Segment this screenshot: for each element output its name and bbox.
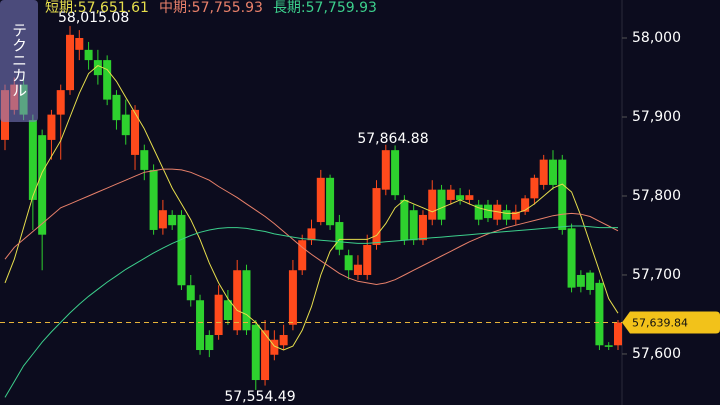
legend-entry: 長期:57,759.93 bbox=[273, 0, 377, 16]
technical-button-label[interactable]: テクニカル bbox=[10, 23, 28, 98]
candle-body bbox=[56, 90, 65, 115]
candle-body bbox=[158, 210, 167, 229]
price-annotation: 58,015.08 bbox=[58, 10, 129, 26]
candle-body bbox=[344, 255, 353, 271]
candle-body bbox=[279, 335, 288, 346]
current-price-tag bbox=[622, 311, 720, 334]
candle-body bbox=[539, 159, 548, 185]
candle-body bbox=[131, 109, 140, 155]
candle-body bbox=[576, 274, 585, 287]
candle-body bbox=[586, 272, 595, 290]
candle-body bbox=[567, 228, 576, 288]
legend-entry: 中期:57,755.93 bbox=[159, 0, 263, 16]
candle-body bbox=[223, 300, 232, 321]
candle-body bbox=[288, 270, 297, 325]
candle-body bbox=[353, 264, 362, 275]
candle-body bbox=[112, 94, 121, 121]
ma-line bbox=[4, 225, 618, 398]
candle-body bbox=[186, 285, 195, 301]
candle-body bbox=[530, 177, 539, 199]
candle-body bbox=[558, 159, 567, 230]
candle-body bbox=[428, 189, 437, 220]
candle-body bbox=[511, 211, 520, 220]
y-tick-label: 57,900 bbox=[632, 109, 681, 125]
candle-body bbox=[140, 150, 149, 170]
candle-body bbox=[84, 49, 93, 61]
technical-button[interactable]: テクニカル bbox=[0, 0, 38, 122]
candle-body bbox=[595, 282, 604, 346]
candle-body bbox=[168, 214, 177, 226]
y-tick-label: 57,800 bbox=[632, 188, 681, 204]
candle-body bbox=[335, 222, 344, 250]
ma-line bbox=[4, 168, 619, 286]
y-tick-label: 58,000 bbox=[632, 30, 681, 46]
candle-body bbox=[400, 199, 409, 241]
candle-body bbox=[418, 214, 427, 241]
candle-body bbox=[483, 204, 492, 219]
candle-body bbox=[521, 198, 530, 212]
y-tick-label: 57,700 bbox=[632, 267, 681, 283]
candle-body bbox=[372, 188, 381, 245]
candle-body bbox=[66, 34, 75, 91]
current-price-label: 57,639.84 bbox=[632, 316, 688, 329]
candle-body bbox=[391, 150, 400, 196]
candle-body bbox=[261, 330, 270, 381]
candle-body bbox=[381, 150, 390, 190]
candle-body bbox=[437, 189, 446, 220]
candle-body bbox=[502, 210, 511, 220]
candle-body bbox=[270, 339, 279, 355]
candle-body bbox=[446, 189, 455, 200]
technical-button-bg[interactable] bbox=[0, 0, 38, 122]
candle-body bbox=[75, 37, 84, 50]
candle-body bbox=[298, 240, 307, 271]
y-tick-label: 57,600 bbox=[632, 346, 681, 362]
candle-body bbox=[93, 60, 102, 76]
candle-body bbox=[409, 210, 418, 241]
candle-body bbox=[326, 177, 335, 226]
candle-body bbox=[251, 324, 260, 381]
candle-body bbox=[233, 270, 242, 331]
candle-body bbox=[28, 120, 37, 200]
candle-body bbox=[177, 214, 186, 286]
candle-body bbox=[149, 169, 158, 230]
candle-body bbox=[307, 228, 316, 241]
candle-body bbox=[205, 335, 214, 351]
candle-body bbox=[242, 270, 251, 331]
candle-body bbox=[38, 135, 47, 235]
candle-body bbox=[363, 244, 372, 275]
candle-body bbox=[614, 322, 622, 346]
candle-body bbox=[214, 294, 223, 336]
candle-body bbox=[103, 60, 112, 100]
price-annotation: 57,864.88 bbox=[357, 131, 428, 147]
candle-body bbox=[604, 345, 613, 347]
candle-body bbox=[548, 159, 557, 185]
candle-body bbox=[456, 195, 465, 200]
candle-body bbox=[316, 177, 325, 223]
candle-body bbox=[121, 114, 130, 136]
candle-body bbox=[196, 300, 205, 351]
ma-line bbox=[4, 65, 619, 351]
candle-body bbox=[47, 114, 56, 140]
price-annotation: 57,554.49 bbox=[224, 389, 295, 405]
legend-entry: 短期:57,651.61 bbox=[45, 0, 149, 16]
candle-body bbox=[474, 204, 483, 220]
candle-body bbox=[465, 195, 474, 200]
